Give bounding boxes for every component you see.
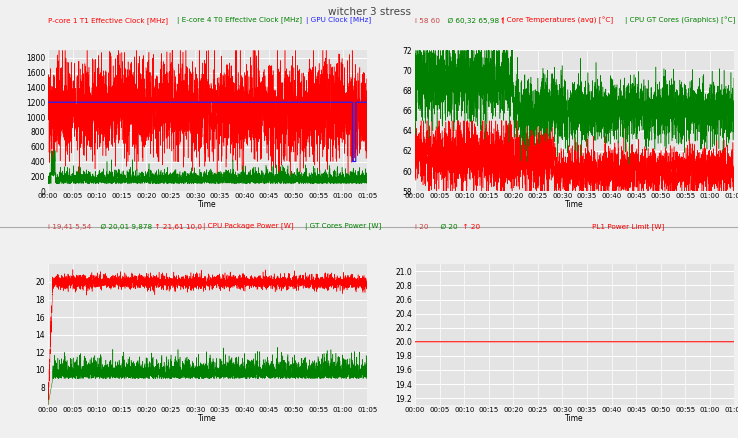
Text: i 20: i 20 <box>415 224 429 230</box>
Text: P-core 1 T1 Effective Clock [MHz]: P-core 1 T1 Effective Clock [MHz] <box>48 18 168 24</box>
Text: | CPU Package Power [W]: | CPU Package Power [W] <box>203 223 294 230</box>
Text: | Core Temperatures (avg) [°C]: | Core Temperatures (avg) [°C] <box>502 16 613 24</box>
Text: | CPU GT Cores (Graphics) [°C]: | CPU GT Cores (Graphics) [°C] <box>625 16 736 24</box>
Text: | E-core 4 T0 Effective Clock [MHz]: | E-core 4 T0 Effective Clock [MHz] <box>177 17 302 24</box>
Text: | GT Cores Power [W]: | GT Cores Power [W] <box>305 223 381 230</box>
Text: witcher 3 stress: witcher 3 stress <box>328 7 410 17</box>
X-axis label: Time: Time <box>565 200 584 209</box>
Text: | GPU Clock [MHz]: | GPU Clock [MHz] <box>306 17 371 24</box>
Text: Ø 20: Ø 20 <box>435 224 458 230</box>
Text: i 58 60: i 58 60 <box>415 18 440 24</box>
X-axis label: Time: Time <box>565 414 584 423</box>
Text: PL1 Power Limit [W]: PL1 Power Limit [W] <box>592 223 664 230</box>
Text: ↑ 20: ↑ 20 <box>458 224 480 230</box>
Text: Ø 20,01 9,878: Ø 20,01 9,878 <box>96 224 152 230</box>
X-axis label: Time: Time <box>199 200 217 209</box>
Text: i 19,41 5,54: i 19,41 5,54 <box>48 224 92 230</box>
X-axis label: Time: Time <box>199 414 217 423</box>
Text: ↑: ↑ <box>494 18 506 24</box>
Text: Ø 60,32 65,98: Ø 60,32 65,98 <box>443 18 499 24</box>
Text: ↑ 21,61 10,0: ↑ 21,61 10,0 <box>150 224 201 230</box>
